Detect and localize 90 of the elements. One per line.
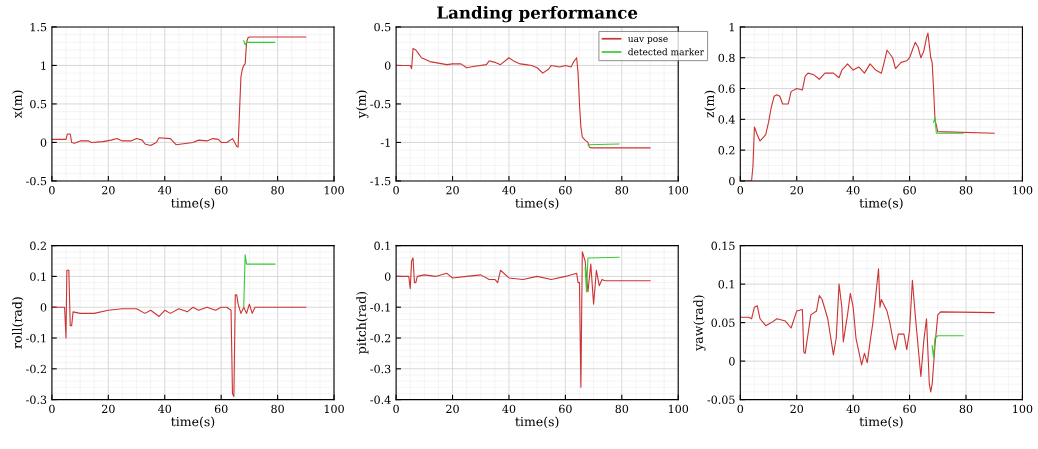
legend-label: detected marker [628,48,704,56]
y-tick-label: 1 [41,61,46,70]
x-tick-label: 20 [446,404,459,414]
y-tick-label: -0.3 [370,364,391,374]
x-axis-title: time(s) [859,416,903,429]
line-series [740,268,995,393]
y-tick-label: -0.2 [370,333,391,343]
x-tick-label: 0 [393,185,399,195]
line-series [51,269,307,398]
line-series [584,256,620,293]
x-tick-label: 40 [158,185,172,195]
line-series [51,36,307,148]
y-tick-label: 0.1 [374,241,390,250]
x-tick-label: 40 [846,185,860,195]
y-tick-label: 0.5 [374,22,391,32]
x-axis-title: time(s) [171,197,215,210]
x-tick-label: 20 [102,185,115,195]
x-tick-label: 80 [959,404,973,414]
y-axis-title: y(m) [356,90,369,119]
y-tick-label: -1 [380,138,390,147]
x-axis-title: time(s) [859,197,903,210]
x-tick-label: 80 [959,185,973,195]
y-tick-label: 1.5 [30,22,47,32]
x-tick-label: 100 [324,404,344,414]
y-axis-title: yaw(rad) [693,295,706,351]
x-tick-label: 100 [324,185,344,195]
y-tick-label: 0 [40,138,47,147]
x-axis-title: time(s) [515,197,559,210]
y-tick-label: -0.2 [26,364,46,374]
x-tick-label: 80 [615,185,629,195]
x-tick-label: 60 [903,185,916,195]
x-tick-label: 60 [214,185,228,195]
x-tick-label: 20 [446,185,459,195]
y-tick-label: 0 [729,357,735,366]
chart-title: Landing performance [437,5,638,23]
x-tick-label: 60 [214,404,228,414]
x-tick-label: 20 [790,404,804,414]
x-tick-label: 0 [737,185,744,195]
y-tick-label: -0.4 [370,395,391,404]
y-tick-label: -0.5 [26,176,47,186]
x-tick-label: 80 [271,185,284,195]
x-tick-label: 40 [846,404,860,414]
x-tick-label: 60 [903,404,916,414]
x-tick-label: 0 [49,404,55,414]
y-tick-label: -0.5 [370,99,391,109]
x-tick-label: 100 [668,185,689,195]
y-tick-label: -0.05 [707,395,735,404]
x-tick-label: 100 [668,404,689,414]
y-tick-label: 0.1 [718,280,734,289]
x-axis-title: time(s) [515,416,559,429]
x-tick-label: 0 [49,185,55,195]
x-tick-label: 80 [271,404,284,414]
y-tick-label: 0.15 [711,241,735,250]
x-tick-label: 40 [502,404,516,414]
x-tick-label: 40 [158,404,172,414]
y-tick-label: 0.8 [718,53,735,63]
line-series [396,251,651,388]
y-tick-label: 0.2 [30,241,46,250]
y-axis-title: z(m) [704,90,716,118]
y-tick-label: 0 [384,61,391,70]
x-tick-label: 60 [559,404,572,414]
x-axis-title: time(s) [171,416,215,429]
y-axis-title: roll(rad) [12,297,24,349]
y-tick-label: -0.1 [370,303,390,312]
y-tick-label: -1.5 [370,176,391,186]
x-tick-label: 80 [615,404,629,414]
x-tick-label: 20 [102,404,115,414]
x-tick-label: 100 [1013,185,1033,195]
y-tick-label: 0.5 [30,99,47,109]
legend-label: uav pose [628,37,668,44]
y-tick-label: 0 [384,272,391,281]
y-tick-label: 0.1 [30,272,46,281]
y-tick-label: 0.6 [718,84,735,93]
y-tick-label: 1 [729,22,734,32]
y-tick-label: 0.05 [711,318,735,327]
x-tick-label: 0 [737,404,744,414]
x-tick-label: 60 [559,185,572,195]
y-axis-title: x(m) [12,90,24,119]
y-tick-label: 0 [729,176,735,186]
y-tick-label: -0.3 [26,395,47,404]
y-tick-label: 0.4 [718,115,735,124]
y-tick-label: -0.1 [26,333,46,343]
x-tick-label: 20 [790,185,804,195]
x-tick-label: 40 [502,185,516,195]
y-tick-label: 0 [40,303,47,312]
line-series [931,335,964,358]
x-tick-label: 0 [393,404,399,414]
y-axis-title: pitch(rad) [356,291,369,354]
y-tick-label: 0.2 [718,146,735,155]
x-tick-label: 100 [1013,404,1033,414]
